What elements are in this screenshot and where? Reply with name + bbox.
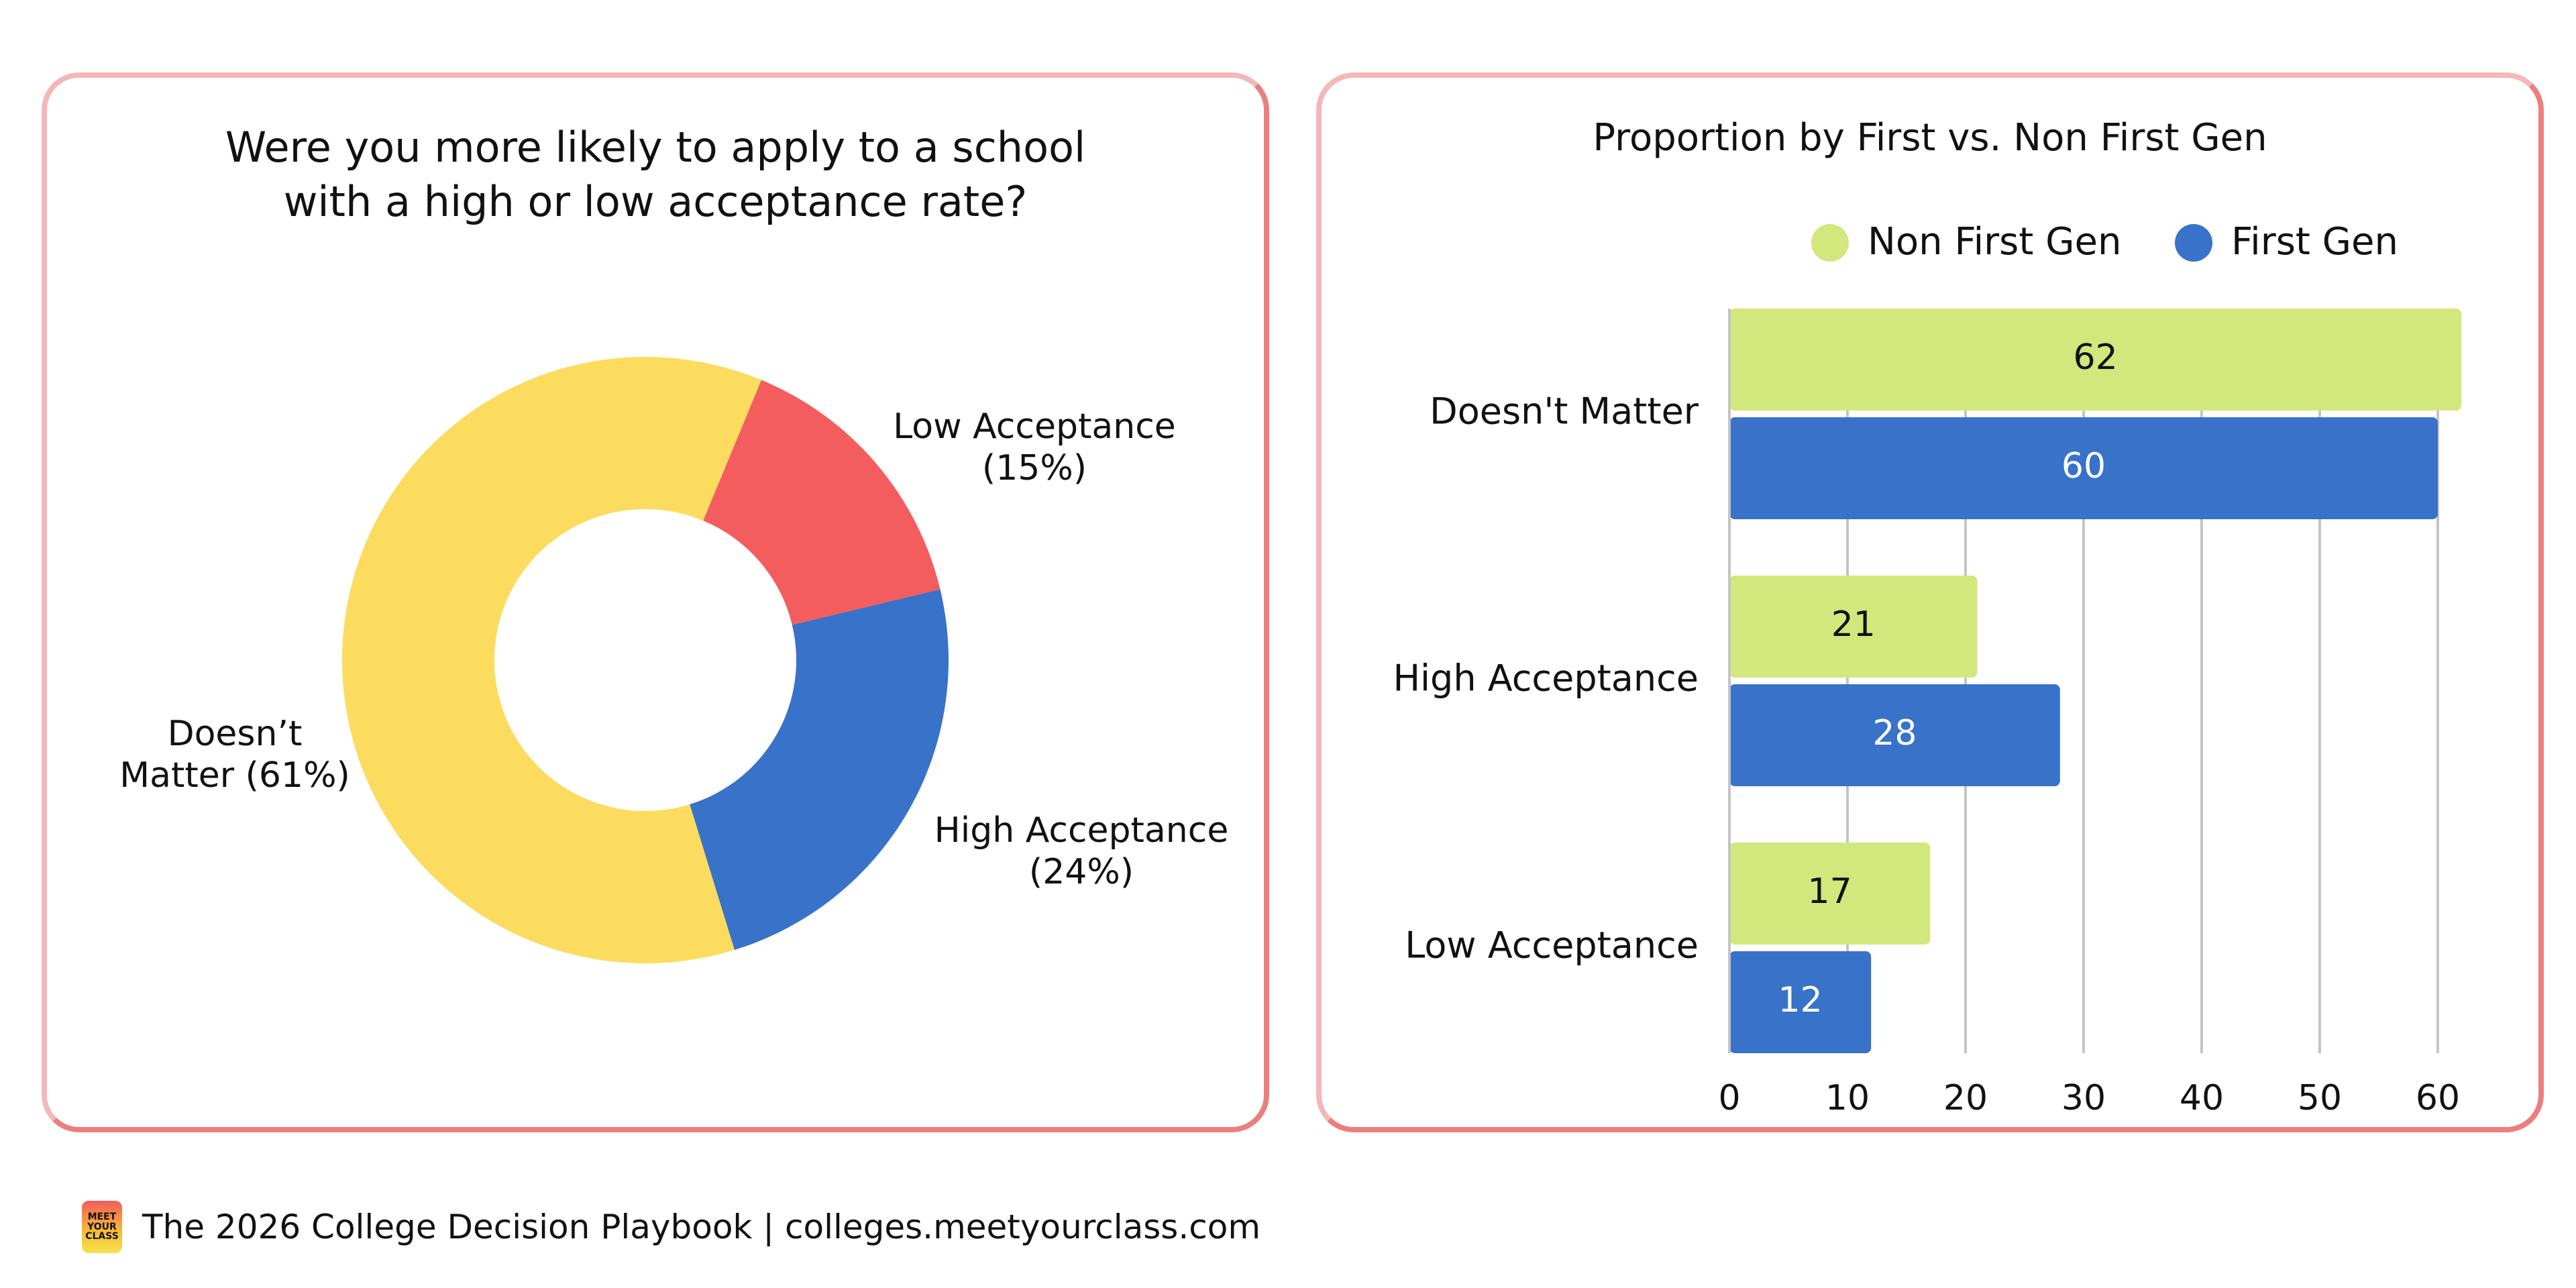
bar-chart-title: Proportion by First vs. Non First Gen: [1593, 116, 2267, 160]
data-label-non-first-gen-3: 17: [1808, 871, 1852, 912]
meetyourclass-logo: MEET YOUR CLASS: [82, 1201, 122, 1253]
legend-label-2: First Gen: [2231, 220, 2398, 264]
x-tick-label-40: 40: [2180, 1078, 2224, 1118]
donut-slice-low-acceptance: [703, 380, 941, 625]
data-label-first-gen-1: 60: [2061, 446, 2106, 486]
legend-marker-2: [2175, 224, 2212, 262]
donut-label-2: High Acceptance (24%): [934, 810, 1229, 892]
bar-first-gen-1: [1729, 417, 2438, 519]
bar-non-first-gen-2: [1729, 576, 1978, 678]
bar-first-gen-3: [1729, 951, 1872, 1053]
logo-line-1: MEET: [87, 1211, 117, 1222]
footer-text: The 2026 College Decision Playbook | col…: [142, 1208, 1261, 1246]
bar-first-gen-2: [1729, 684, 2060, 786]
x-tick-label-60: 60: [2416, 1078, 2460, 1118]
bar-non-first-gen-3: [1729, 843, 1931, 945]
logo-line-3: CLASS: [85, 1231, 119, 1242]
y-category-label-2: High Acceptance: [1393, 657, 1699, 700]
x-tick-label-30: 30: [2061, 1078, 2106, 1118]
y-category-label-3: Low Acceptance: [1405, 924, 1699, 967]
donut-chart-title: Were you more likely to apply to a schoo…: [225, 123, 1086, 226]
data-label-non-first-gen-2: 21: [1831, 604, 1876, 645]
donut-slice-doesn-t-matter: [342, 357, 761, 963]
x-tick-label-20: 20: [1943, 1078, 1988, 1118]
bar-non-first-gen-1: [1729, 309, 2462, 411]
footer: MEET YOUR CLASS The 2026 College Decisio…: [82, 1201, 1260, 1253]
x-tick-label-10: 10: [1825, 1078, 1870, 1118]
data-label-non-first-gen-1: 62: [2074, 337, 2118, 378]
data-label-first-gen-2: 28: [1872, 713, 1917, 753]
logo-line-2: YOUR: [87, 1221, 117, 1232]
x-tick-label-50: 50: [2298, 1078, 2342, 1118]
legend-marker-1: [1811, 224, 1849, 262]
legend-label-1: Non First Gen: [1868, 220, 2121, 264]
donut-label-1: Low Acceptance (15%): [893, 407, 1176, 488]
donut-label-3: Doesn’t Matter (61%): [119, 714, 350, 796]
y-category-label-1: Doesn't Matter: [1430, 390, 1699, 433]
data-label-first-gen-3: 12: [1778, 980, 1823, 1020]
x-tick-label-0: 0: [1718, 1078, 1740, 1118]
donut-slice-high-acceptance: [690, 589, 949, 951]
